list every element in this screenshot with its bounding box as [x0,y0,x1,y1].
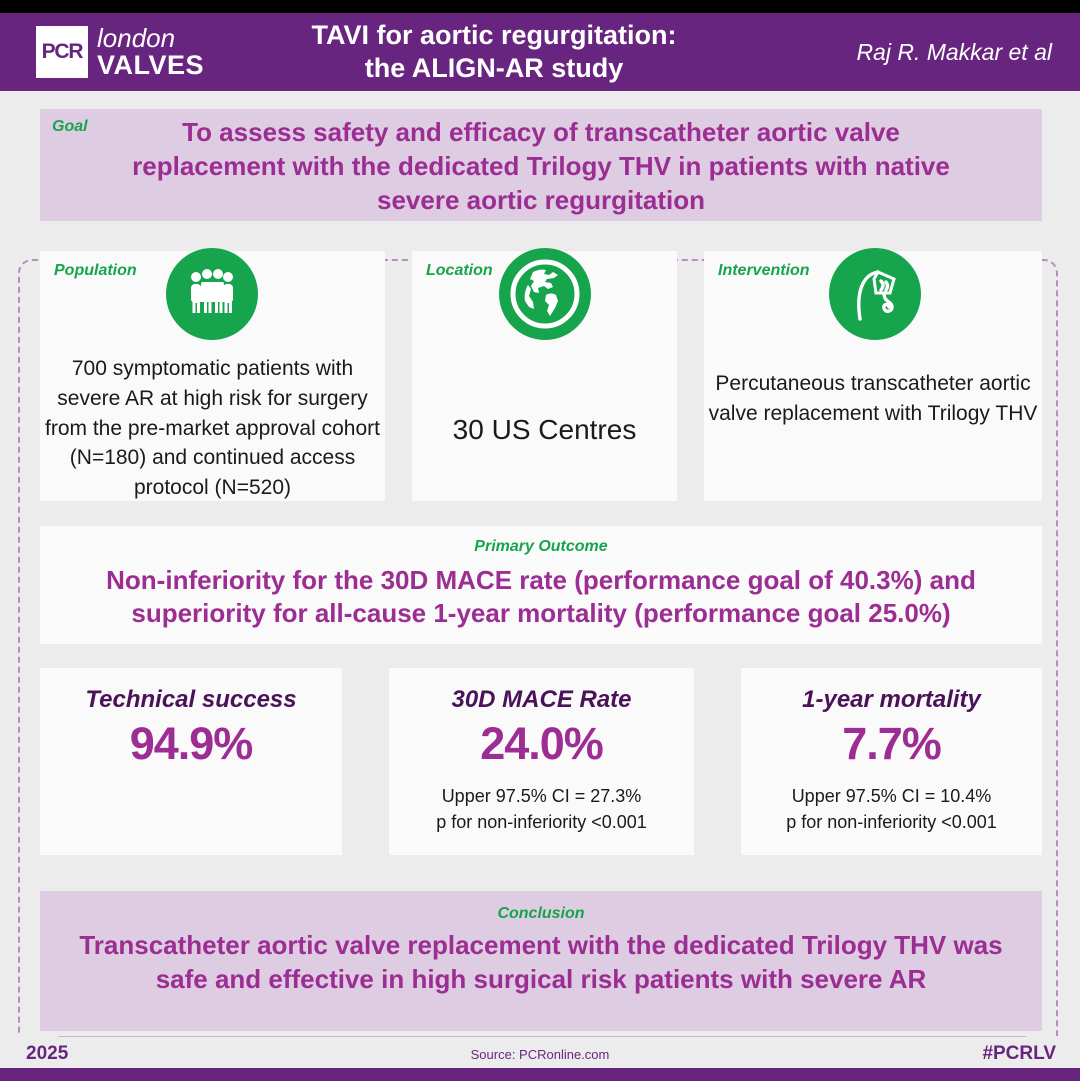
result-card-30d-mace-rate: 30D MACE Rate 24.0% Upper 97.5% CI = 27.… [389,668,694,855]
primary-outcome-tag-label: Primary Outcome [474,538,608,555]
result-sub-line2: p for non-inferiority <0.001 [786,812,997,833]
people-group-icon [166,248,258,340]
footer-hashtag: #PCRLV [982,1043,1056,1064]
page-title-line2: the ALIGN-AR study [364,53,624,83]
goal-section: Goal To assess safety and efficacy of tr… [40,109,1042,221]
page-title-line1: TAVI for aortic regurgitation: [311,20,677,51]
result-title: Technical success [85,686,297,713]
result-title: 30D MACE Rate [451,686,632,713]
result-value: 94.9% [129,718,254,769]
result-subtext: Upper 97.5% CI = 27.3% p for non-inferio… [389,783,694,835]
location-tag-label: Location [426,262,493,279]
footer-source[interactable]: Source: PCRonline.com [470,1047,610,1062]
result-sub-line1: Upper 97.5% CI = 27.3% [441,786,642,806]
primary-outcome-section: Primary Outcome Non-inferiority for the … [40,526,1042,644]
page-title: TAVI for aortic regurgitation: the ALIGN… [236,19,752,85]
logo-wordmark: london VALVES [97,25,204,79]
conclusion-tag-label: Conclusion [497,905,585,922]
pcr-logo-text: PCR [41,40,84,63]
footer-year: 2025 [26,1043,69,1064]
population-text: 700 symptomatic patients with severe AR … [45,357,380,500]
result-value: 24.0% [480,718,604,769]
logo-line-london: london [97,23,176,53]
result-sub-line2: p for non-inferiority <0.001 [436,812,647,833]
transcatheter-valve-icon [829,248,921,340]
location-text: 30 US Centres [452,414,637,445]
primary-outcome-text: Non-inferiority for the 30D MACE rate (p… [106,565,976,629]
goal-text: To assess safety and efficacy of transca… [132,117,950,215]
result-subtext: Upper 97.5% CI = 10.4% p for non-inferio… [741,783,1042,835]
top-black-strip [0,0,1080,13]
conclusion-text: Transcatheter aortic valve replacement w… [79,930,1003,994]
population-tag-label: Population [54,262,137,279]
result-card-technical-success: Technical success 94.9% [40,668,342,855]
footer-divider [58,1036,1026,1037]
pcr-london-valves-logo[interactable]: PCR london VALVES [36,25,276,79]
logo-line-valves: VALVES [97,50,205,80]
result-value: 7.7% [842,718,942,769]
goal-tag-label: Goal [52,118,88,135]
result-sub-line1: Upper 97.5% CI = 10.4% [791,786,992,806]
intervention-text: Percutaneous transcatheter aortic valve … [708,372,1038,425]
page-header: PCR london VALVES TAVI for aortic regurg… [0,13,1080,91]
result-title: 1-year mortality [802,686,981,713]
authors-label: Raj R. Makkar et al [856,38,1052,65]
conclusion-section: Conclusion Transcatheter aortic valve re… [40,891,1042,1031]
intervention-tag-label: Intervention [718,262,810,279]
pcr-logo-icon: PCR [36,26,88,78]
globe-americas-icon [499,248,591,340]
page-footer: 2025 Source: PCRonline.com #PCRLV [0,1036,1080,1068]
content-area: Goal To assess safety and efficacy of tr… [0,91,1080,1049]
bottom-purple-bar [0,1068,1080,1081]
result-card-1-year-mortality: 1-year mortality 7.7% Upper 97.5% CI = 1… [741,668,1042,855]
